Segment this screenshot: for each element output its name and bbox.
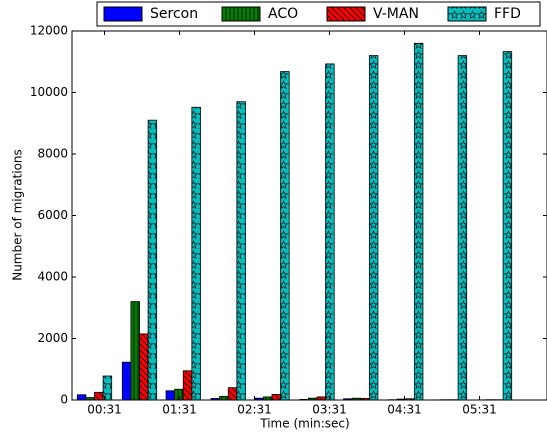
bar [121, 361, 132, 401]
bar-hatch [272, 394, 281, 400]
legend: Sercon ACO V-MAN FFD [96, 1, 541, 27]
legend-hatch [448, 7, 486, 21]
legend-label: FFD [494, 6, 521, 22]
bar-hatch [317, 396, 326, 400]
x-tick-label: 05:31 [462, 403, 497, 417]
y-tick-label: 2000 [37, 331, 68, 345]
bar-hatch [236, 101, 246, 400]
bar-hatch [228, 387, 237, 400]
bar-hatch [103, 376, 112, 400]
y-tick-label: 8000 [37, 147, 68, 161]
legend-swatch [103, 6, 143, 22]
bar-hatch [183, 370, 192, 400]
legend-hatch [327, 7, 365, 21]
bar-hatch [369, 55, 378, 400]
bar-hatch [174, 389, 184, 400]
bar-hatch [94, 392, 104, 400]
bar-hatch [503, 51, 512, 400]
bar-hatch [263, 396, 272, 400]
y-tick-label: 0 [60, 393, 68, 407]
bar-hatch [130, 301, 140, 400]
bar-hatch [219, 396, 229, 400]
bar-hatch [308, 398, 317, 400]
x-axis-label: Time (min:sec) [259, 417, 349, 431]
y-axis-label: Number of migrations [11, 149, 25, 281]
y-tick-label: 6000 [37, 208, 68, 222]
bar-hatch [360, 398, 370, 400]
legend-label: Sercon [150, 6, 198, 22]
x-tick-label: 03:31 [312, 403, 347, 417]
bar-hatch [405, 398, 415, 400]
bar [76, 394, 87, 401]
bar-hatch [352, 398, 361, 400]
legend-label: V-MAN [373, 6, 419, 22]
x-tick-label: 01:31 [162, 403, 197, 417]
bar-hatch [85, 397, 95, 400]
bar-hatch [148, 120, 157, 401]
y-tick-label: 4000 [37, 270, 68, 284]
y-tick-label: 12000 [30, 24, 68, 38]
bar [165, 390, 176, 401]
bar-hatch [458, 55, 467, 400]
y-tick-label: 10000 [30, 85, 68, 99]
bar-hatch [414, 43, 423, 401]
x-tick-label: 02:31 [237, 403, 272, 417]
x-tick-label: 00:31 [87, 403, 122, 417]
legend-hatch [222, 7, 260, 21]
bar-hatch [139, 333, 149, 400]
bar-hatch [280, 71, 290, 400]
x-tick-label: 04:31 [387, 403, 422, 417]
bar-hatch [325, 63, 335, 401]
bar-hatch [191, 107, 201, 400]
legend-label: ACO [268, 6, 298, 22]
